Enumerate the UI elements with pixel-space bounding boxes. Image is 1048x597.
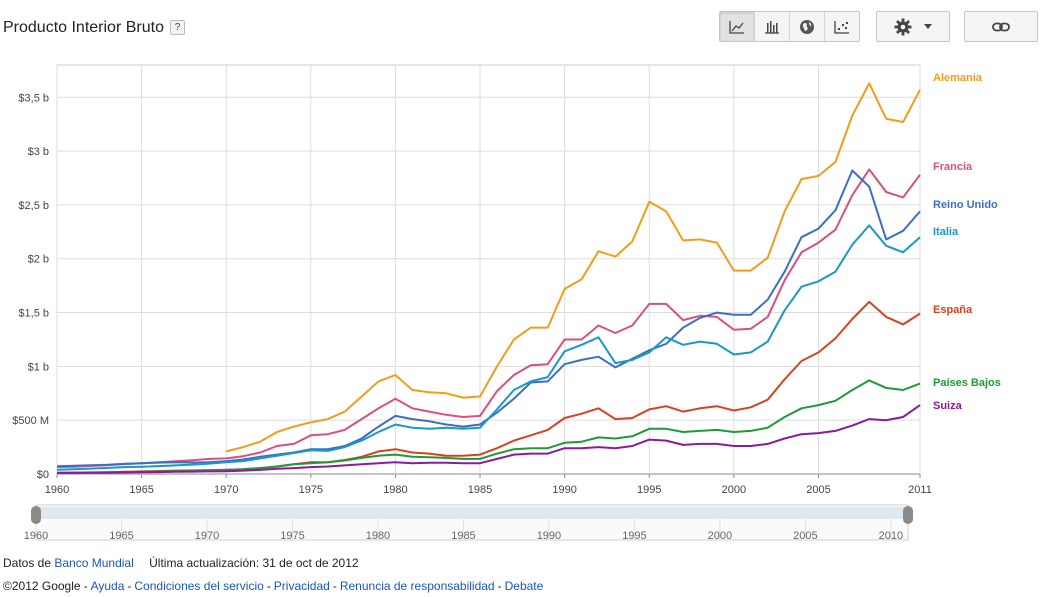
- x-axis: 1960 1965 1970 1975 1980 1985 1990 1995 2000 2005…: [45, 474, 932, 496]
- link-button[interactable]: [964, 11, 1038, 42]
- series-label-3[interactable]: Italia: [933, 226, 959, 238]
- timeline-tick-label: 1965: [109, 530, 133, 542]
- series-line-2[interactable]: [56, 169, 921, 468]
- x-tick-label: 1965: [129, 484, 153, 496]
- discussion-link[interactable]: Debate: [504, 579, 544, 593]
- scatter-plot-icon: [834, 20, 849, 34]
- timeline-tick-label: 2005: [793, 530, 817, 542]
- series-label-6[interactable]: Suiza: [933, 400, 963, 412]
- timeline-tick-label: 1995: [622, 530, 646, 542]
- data-source: Datos de Banco Mundial Última actualizac…: [3, 556, 359, 570]
- timeline-tick-label: 1970: [195, 530, 219, 542]
- copyright: ©2012 Google: [3, 579, 81, 593]
- chevron-down-icon: [924, 24, 932, 29]
- timeline-tick-label: 1990: [537, 530, 561, 542]
- source-prefix: Datos de: [3, 556, 52, 570]
- help-link[interactable]: Ayuda: [90, 579, 125, 593]
- page-title: Producto Interior Bruto?: [3, 19, 185, 37]
- x-tick-label: 1970: [214, 484, 238, 496]
- y-tick-label: $0: [37, 469, 49, 481]
- timeline-tick-label: 2000: [708, 530, 732, 542]
- timeline-tick-label: 1985: [451, 530, 475, 542]
- series-line-5[interactable]: [56, 379, 921, 474]
- last-updated: Última actualización: 31 de oct de 2012: [149, 556, 359, 570]
- chart-legend-labels: Alemania Francia Reino Unido Italia España Pa…: [933, 72, 1001, 412]
- disclaimer-link[interactable]: Renuncia de responsabilidad: [339, 579, 495, 593]
- series-label-0[interactable]: Alemania: [933, 72, 983, 84]
- y-tick-label: $500 M: [12, 415, 49, 427]
- x-tick-label: 1995: [637, 484, 661, 496]
- chart-type-selector: [719, 11, 860, 42]
- y-tick-label: $1 b: [28, 361, 49, 373]
- settings-button[interactable]: [876, 11, 950, 42]
- series-line-6[interactable]: [56, 404, 921, 474]
- x-tick-label: 1975: [299, 484, 323, 496]
- timeline-tick-label: 2010: [879, 530, 903, 542]
- globe-map-icon: [800, 19, 814, 34]
- series-line-3[interactable]: [56, 224, 921, 471]
- timeline-slider[interactable]: 1960 1965 1970 1975 1980 1985 1990 1995 2000 2005…: [24, 504, 913, 542]
- timeline-tick-label: 1975: [280, 530, 304, 542]
- bar-chart-icon: [765, 20, 779, 34]
- y-tick-label: $2 b: [28, 254, 49, 266]
- timeline-selection[interactable]: [36, 507, 908, 519]
- x-tick-label: 1960: [45, 484, 69, 496]
- chart-grid: [56, 64, 921, 475]
- y-tick-label: $3,5 b: [18, 92, 49, 104]
- series-line-4[interactable]: [56, 300, 921, 474]
- x-tick-label: 1985: [468, 484, 492, 496]
- series-line-0[interactable]: [225, 82, 921, 453]
- terms-link[interactable]: Condiciones del servicio: [134, 579, 264, 593]
- timeline-tick-label: 1980: [366, 530, 390, 542]
- scatter-chart-button[interactable]: [825, 12, 859, 41]
- y-tick-label: $2,5 b: [18, 200, 49, 212]
- privacy-link[interactable]: Privacidad: [273, 579, 330, 593]
- y-tick-label: $3 b: [28, 146, 49, 158]
- timeline-handle-end[interactable]: [903, 506, 913, 524]
- series-label-1[interactable]: Francia: [933, 161, 973, 173]
- map-chart-button[interactable]: [790, 12, 825, 41]
- link-icon: [992, 22, 1010, 31]
- chart-series: [56, 82, 921, 474]
- x-tick-label: 2000: [722, 484, 746, 496]
- gdp-line-chart: $0 $500 M $1 b $1,5 b $2 b $2,5 b $3 b $3,5 b 1…: [12, 64, 1001, 542]
- y-axis: $0 $500 M $1 b $1,5 b $2 b $2,5 b $3 b $3,5 b: [12, 92, 49, 481]
- help-button[interactable]: ?: [169, 20, 185, 35]
- series-label-4[interactable]: España: [933, 304, 973, 316]
- source-link[interactable]: Banco Mundial: [54, 556, 134, 570]
- series-line-1[interactable]: [56, 168, 921, 468]
- x-tick-label: 1990: [552, 484, 576, 496]
- line-chart-icon: [729, 20, 744, 34]
- timeline-handle-start[interactable]: [31, 506, 41, 524]
- series-label-2[interactable]: Reino Unido: [933, 199, 998, 211]
- timeline-tick-label: 1960: [24, 530, 48, 542]
- footer-links: ©2012 Google - Ayuda - Condiciones del servi…: [3, 579, 544, 593]
- series-label-5[interactable]: Países Bajos: [933, 377, 1001, 389]
- y-tick-label: $1,5 b: [18, 308, 49, 320]
- x-tick-label: 1980: [383, 484, 407, 496]
- line-chart-button[interactable]: [720, 12, 755, 41]
- x-tick-label: 2005: [806, 484, 830, 496]
- gear-icon: [894, 18, 912, 35]
- bar-chart-button[interactable]: [755, 12, 790, 41]
- x-tick-label: 2011: [908, 484, 932, 496]
- page-title-text: Producto Interior Bruto: [3, 19, 164, 36]
